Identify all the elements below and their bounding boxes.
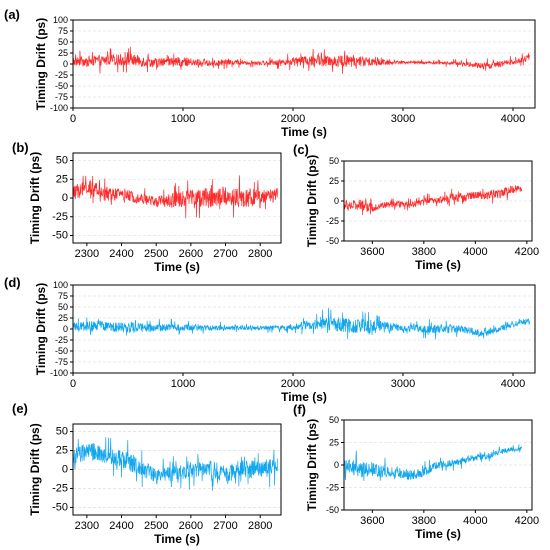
- x-tick-label: 2500: [144, 248, 168, 260]
- series-line: [343, 444, 523, 481]
- y-tick-label: -25: [52, 211, 68, 223]
- x-tick-label: 2300: [75, 248, 99, 260]
- y-axis-title: Timing Drift (ps): [34, 283, 48, 375]
- y-tick-label: 50: [329, 156, 339, 166]
- panel-label: (c): [293, 142, 309, 157]
- x-tick-label: 4000: [501, 113, 525, 125]
- x-tick-label: 2400: [109, 520, 133, 532]
- y-tick-label: 25: [56, 445, 68, 457]
- panel-e: 50 25 0 -25 -50 2300 2400 2500 2600 2700 2800 Time …: [12, 401, 282, 546]
- x-tick-label: 2800: [248, 520, 272, 532]
- series-line: [343, 185, 523, 216]
- y-tick-label: -50: [52, 501, 68, 513]
- x-tick-label: 4000: [463, 515, 487, 527]
- x-tick-label: 1000: [171, 113, 195, 125]
- y-tick-label: 0: [63, 59, 68, 69]
- x-tick-label: 4200: [515, 246, 539, 258]
- x-tick-label: 3000: [391, 113, 415, 125]
- y-tick-label: 0: [62, 192, 68, 204]
- y-tick-label: 100: [53, 280, 68, 290]
- panel-f: 50 25 0 -25 -50 3600 3800 4000 4200 Time (s) Timin…: [293, 402, 539, 541]
- x-axis-title: Time (s): [281, 125, 327, 139]
- x-tick-label: 3800: [412, 246, 436, 258]
- y-tick-label: -25: [52, 482, 68, 494]
- x-tick-label: 2400: [109, 248, 133, 260]
- y-tick-label: 100: [53, 15, 68, 25]
- x-tick-label: 2800: [248, 248, 272, 260]
- y-tick-label: -25: [326, 483, 339, 493]
- x-tick-label: 1000: [171, 378, 195, 390]
- y-tick-label: 0: [334, 460, 339, 470]
- x-tick-label: 2500: [144, 520, 168, 532]
- x-tick-label: 2000: [281, 113, 305, 125]
- y-axis-title: Timing Drift (ps): [305, 419, 319, 511]
- y-tick-label: -25: [326, 216, 339, 226]
- y-tick-label: -50: [55, 346, 68, 356]
- x-axis-title: Time (s): [154, 260, 200, 274]
- x-tick-label: 2600: [179, 248, 203, 260]
- y-axis-title: Timing Drift (ps): [28, 152, 42, 244]
- x-axis-title: Time (s): [415, 258, 461, 272]
- y-tick-label: 50: [58, 302, 68, 312]
- x-tick-label: 4000: [463, 246, 487, 258]
- x-tick-label: 3600: [360, 515, 384, 527]
- panel-label: (d): [4, 275, 21, 290]
- y-tick-label: 75: [58, 26, 68, 36]
- y-tick-label: 50: [56, 426, 68, 438]
- x-tick-label: 0: [70, 113, 76, 125]
- y-tick-label: 50: [58, 37, 68, 47]
- panel-label: (b): [12, 140, 29, 155]
- x-tick-label: 2600: [179, 520, 203, 532]
- y-tick-label: -50: [55, 81, 68, 91]
- y-tick-label: -25: [55, 70, 68, 80]
- y-tick-label: -100: [50, 103, 68, 113]
- x-tick-label: 3000: [391, 378, 415, 390]
- y-tick-label: 25: [329, 176, 339, 186]
- y-tick-label: -50: [326, 505, 339, 515]
- y-tick-label: 50: [329, 415, 339, 425]
- y-tick-label: 0: [334, 196, 339, 206]
- x-tick-label: 3800: [412, 515, 436, 527]
- series-line: [72, 437, 278, 491]
- y-tick-label: 75: [58, 291, 68, 301]
- y-tick-label: -50: [326, 236, 339, 246]
- y-tick-label: -25: [55, 335, 68, 345]
- y-tick-label: 50: [56, 155, 68, 167]
- y-axis-title: Timing Drift (ps): [34, 18, 48, 110]
- x-tick-label: 2300: [75, 520, 99, 532]
- x-tick-label: 0: [70, 378, 76, 390]
- y-tick-label: -100: [50, 368, 68, 378]
- x-tick-label: 3600: [360, 246, 384, 258]
- y-tick-label: 0: [63, 324, 68, 334]
- y-axis-title: Timing Drift (ps): [305, 155, 319, 247]
- panel-label: (a): [4, 7, 20, 22]
- y-tick-label: -50: [52, 230, 68, 242]
- x-tick-label: 2700: [213, 520, 237, 532]
- x-axis-title: Time (s): [415, 527, 461, 541]
- series-line: [72, 307, 530, 340]
- y-tick-label: -75: [55, 92, 68, 102]
- y-tick-label: 25: [329, 438, 339, 448]
- x-tick-label: 4000: [501, 378, 525, 390]
- x-tick-label: 2700: [213, 248, 237, 260]
- y-tick-label: 25: [58, 313, 68, 323]
- x-tick-label: 4200: [515, 515, 539, 527]
- panel-b: 50 25 0 -25 -50 2300 2400 2500 2600 2700 2800 Time …: [12, 140, 282, 274]
- panel-label: (e): [12, 401, 28, 416]
- y-axis-title: Timing Drift (ps): [28, 423, 42, 515]
- series-line: [72, 46, 530, 74]
- y-tick-label: -75: [55, 357, 68, 367]
- x-axis-title: Time (s): [154, 532, 200, 546]
- panel-label: (f): [293, 402, 306, 417]
- x-axis-title: Time (s): [281, 390, 327, 404]
- y-tick-label: 25: [58, 48, 68, 58]
- series-line: [72, 175, 278, 219]
- x-tick-label: 2000: [281, 378, 305, 390]
- y-tick-label: 0: [62, 464, 68, 476]
- y-tick-label: 25: [56, 173, 68, 185]
- panel-c: 50 25 0 -25 -50 3600 3800 4000 4200 Time (s) Timin…: [293, 142, 539, 272]
